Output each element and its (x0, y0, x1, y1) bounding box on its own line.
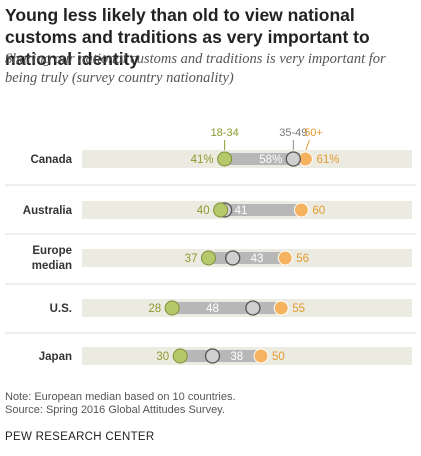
range-bar (208, 252, 286, 264)
value-label-50-plus: 61% (316, 154, 339, 166)
value-label-50-plus: 50 (272, 351, 285, 363)
chart-source: Source: Spring 2016 Global Attitudes Sur… (5, 404, 225, 416)
range-bar (224, 153, 306, 165)
category-label: Canada (30, 154, 72, 166)
value-label-18-34: 28 (148, 303, 161, 315)
category-label: median (32, 260, 72, 272)
value-label-35-49: 38 (230, 351, 243, 363)
dot-18-34 (217, 151, 233, 167)
value-label-35-49: 43 (251, 253, 264, 265)
value-label-50-plus: 56 (296, 253, 309, 265)
category-label: Europe (32, 245, 72, 257)
value-label-35-49: 48 (206, 303, 219, 315)
legend-label-0: 18-34 (211, 127, 239, 139)
legend-leader (304, 139, 310, 152)
category-label: Japan (39, 351, 72, 363)
value-label-18-34: 40 (197, 205, 210, 217)
value-label-18-34: 30 (156, 351, 169, 363)
value-label-35-49: 58% (259, 154, 282, 166)
dot-35-49 (225, 250, 241, 266)
category-label: Australia (23, 205, 73, 217)
dot-50-plus (277, 250, 293, 266)
dot-18-34 (213, 202, 229, 218)
dot-50-plus (293, 202, 309, 218)
chart-subtitle: Sharing our national customs and traditi… (5, 51, 386, 86)
range-bar (172, 302, 282, 314)
value-label-18-34: 37 (185, 253, 198, 265)
dot-18-34 (164, 300, 180, 316)
dot-50-plus (253, 348, 269, 364)
dot-50-plus (273, 300, 289, 316)
chart-title: Young less likely than old to view natio… (5, 5, 370, 69)
value-label-50-plus: 60 (312, 205, 325, 217)
legend-label-1: 35-49 (279, 127, 307, 139)
organization-credit: PEW RESEARCH CENTER (5, 431, 155, 443)
range-bar (220, 204, 302, 216)
value-label-35-49: 41 (235, 205, 248, 217)
chart-note: Note: European median based on 10 countr… (5, 391, 236, 403)
category-label: U.S. (50, 303, 72, 315)
value-label-50-plus: 55 (292, 303, 305, 315)
dot-35-49 (285, 151, 301, 167)
dot-35-49 (245, 300, 261, 316)
legend-label-2: 50+ (304, 127, 323, 139)
range-bar (180, 350, 261, 362)
value-label-18-34: 41% (191, 154, 214, 166)
dot-18-34 (172, 348, 188, 364)
dot-35-49 (204, 348, 221, 364)
dot-18-34 (200, 250, 216, 266)
